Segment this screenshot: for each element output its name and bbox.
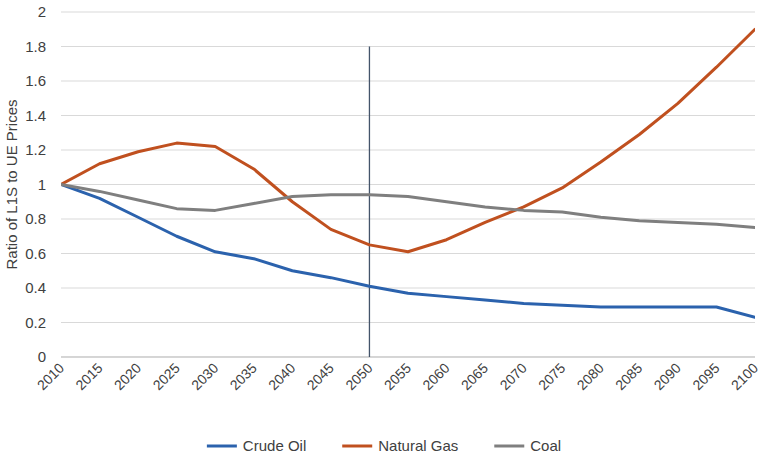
legend-label: Crude Oil [243, 437, 306, 454]
reference-line [369, 47, 370, 358]
y-tick-label: 1.4 [25, 107, 46, 124]
chart: 00.20.40.60.811.21.41.61.822010201520202… [0, 0, 768, 462]
x-tick-label: 2010 [34, 360, 67, 393]
legend-swatch [207, 445, 237, 448]
y-tick-label: 0.4 [25, 279, 46, 296]
y-axis-label: Ratio of L1S to UE Prices [3, 99, 20, 269]
y-tick-label: 2 [38, 3, 46, 20]
y-tick-label: 0 [38, 348, 46, 365]
legend-swatch [342, 445, 372, 448]
legend-item: Crude Oil [207, 437, 306, 454]
x-tick-label: 2080 [574, 360, 607, 393]
grid-line [61, 219, 755, 220]
y-tick-label: 0.2 [25, 314, 46, 331]
y-tick-label: 1.2 [25, 141, 46, 158]
grid-line [61, 150, 755, 151]
legend-item: Coal [494, 437, 561, 454]
grid-line [61, 357, 755, 358]
y-tick-label: 0.6 [25, 245, 46, 262]
x-tick-label: 2090 [651, 360, 684, 393]
x-tick-label: 2055 [381, 360, 414, 393]
legend-label: Natural Gas [378, 437, 458, 454]
x-tick-label: 2060 [419, 360, 452, 393]
legend-label: Coal [530, 437, 561, 454]
x-tick-label: 2065 [458, 360, 491, 393]
x-tick-label: 2050 [342, 360, 375, 393]
x-tick-label: 2100 [728, 360, 761, 393]
x-tick-label: 2095 [689, 360, 722, 393]
x-tick-label: 2025 [149, 360, 182, 393]
x-tick-label: 2015 [72, 360, 105, 393]
grid-line [61, 12, 755, 13]
legend-item: Natural Gas [342, 437, 458, 454]
y-tick-label: 1.6 [25, 72, 46, 89]
legend-swatch [494, 445, 524, 448]
x-tick-label: 2075 [535, 360, 568, 393]
x-tick-label: 2030 [188, 360, 221, 393]
x-axis [61, 357, 755, 358]
series-line [61, 29, 755, 252]
x-tick-label: 2035 [227, 360, 260, 393]
x-tick-label: 2070 [496, 360, 529, 393]
grid-line [61, 46, 755, 47]
x-tick-label: 2045 [304, 360, 337, 393]
grid-line [61, 115, 755, 116]
y-tick-label: 1 [38, 176, 46, 193]
x-tick-label: 2040 [265, 360, 298, 393]
plot-area [61, 29, 755, 357]
legend: Crude Oil Natural Gas Coal [207, 437, 561, 454]
series-line [61, 185, 755, 228]
y-tick-label: 0.8 [25, 210, 46, 227]
grid-line [61, 184, 755, 185]
x-tick-label: 2020 [111, 360, 144, 393]
y-tick-label: 1.8 [25, 38, 46, 55]
x-tick-label: 2085 [612, 360, 645, 393]
grid-line [61, 81, 755, 82]
grid-line [61, 288, 755, 289]
grid-line [61, 322, 755, 323]
